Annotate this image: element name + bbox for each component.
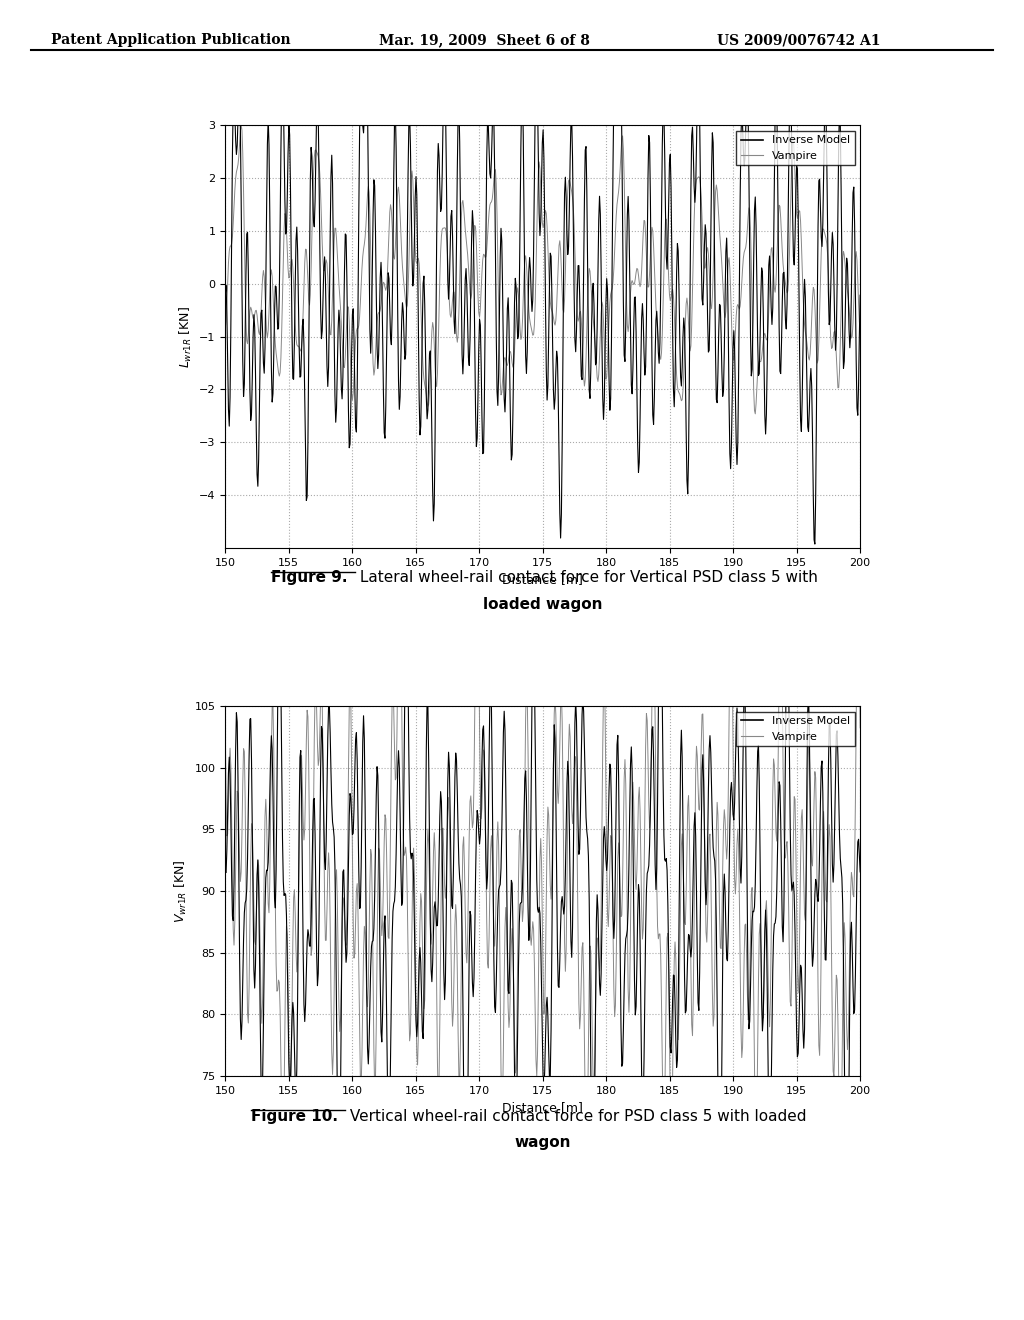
Inverse Model	[854, 288, 866, 304]
Vampire	[854, 719, 866, 735]
Inverse Model	[219, 288, 231, 304]
Inverse Model	[701, 310, 714, 326]
Text: loaded wagon: loaded wagon	[483, 597, 602, 611]
Vampire	[854, 321, 866, 337]
Inverse Model	[767, 962, 779, 978]
Inverse Model	[854, 865, 866, 880]
Vampire	[605, 282, 617, 298]
Vampire	[767, 784, 779, 800]
Text: Lateral wheel-rail contact force for Vertical PSD class 5 with: Lateral wheel-rail contact force for Ver…	[355, 570, 818, 585]
Vampire	[219, 719, 231, 735]
Inverse Model	[258, 366, 270, 381]
Inverse Model	[624, 803, 636, 818]
Inverse Model	[604, 391, 616, 407]
Inverse Model	[219, 865, 231, 880]
Vampire	[259, 285, 271, 301]
Inverse Model	[809, 536, 821, 552]
Vampire	[605, 829, 617, 845]
Line: Vampire: Vampire	[225, 544, 860, 1166]
Vampire	[625, 917, 637, 933]
Inverse Model	[767, 300, 779, 315]
Vampire	[236, 116, 248, 132]
Inverse Model	[625, 333, 637, 348]
Legend: Inverse Model, Vampire: Inverse Model, Vampire	[736, 711, 855, 746]
Line: Vampire: Vampire	[225, 124, 860, 414]
X-axis label: Distance [m]: Distance [m]	[503, 573, 583, 586]
Legend: Inverse Model, Vampire: Inverse Model, Vampire	[736, 131, 855, 165]
Vampire	[589, 330, 601, 346]
Vampire	[471, 536, 483, 552]
Line: Inverse Model: Inverse Model	[225, 577, 860, 1257]
Text: Figure 9.: Figure 9.	[271, 570, 348, 585]
Vampire	[701, 240, 714, 256]
Vampire	[258, 862, 270, 878]
Vampire	[625, 285, 637, 301]
Inverse Model	[604, 762, 616, 777]
Text: Mar. 19, 2009  Sheet 6 of 8: Mar. 19, 2009 Sheet 6 of 8	[379, 33, 590, 48]
Text: wagon: wagon	[514, 1135, 571, 1150]
X-axis label: Distance [m]: Distance [m]	[503, 1101, 583, 1114]
Inverse Model	[588, 1163, 600, 1179]
Inverse Model	[653, 569, 666, 585]
Inverse Model	[588, 296, 600, 312]
Line: Inverse Model: Inverse Model	[225, 57, 860, 544]
Vampire	[767, 267, 779, 282]
Text: US 2009/0076742 A1: US 2009/0076742 A1	[717, 33, 881, 48]
Vampire	[750, 407, 762, 422]
Inverse Model	[614, 49, 627, 65]
Y-axis label: $V_{wr1R}$ [KN]: $V_{wr1R}$ [KN]	[173, 859, 189, 923]
Text: Patent Application Publication: Patent Application Publication	[51, 33, 291, 48]
Inverse Model	[841, 1249, 853, 1265]
Text: Vertical wheel-rail contact force for PSD class 5 with loaded: Vertical wheel-rail contact force for PS…	[345, 1109, 807, 1123]
Vampire	[219, 321, 231, 337]
Inverse Model	[258, 952, 270, 968]
Vampire	[589, 1053, 601, 1069]
Inverse Model	[701, 838, 714, 854]
Vampire	[701, 908, 714, 924]
Text: Figure 10.: Figure 10.	[251, 1109, 338, 1123]
Vampire	[835, 1158, 847, 1173]
Y-axis label: $L_{wr1R}$ [KN]: $L_{wr1R}$ [KN]	[177, 306, 194, 367]
